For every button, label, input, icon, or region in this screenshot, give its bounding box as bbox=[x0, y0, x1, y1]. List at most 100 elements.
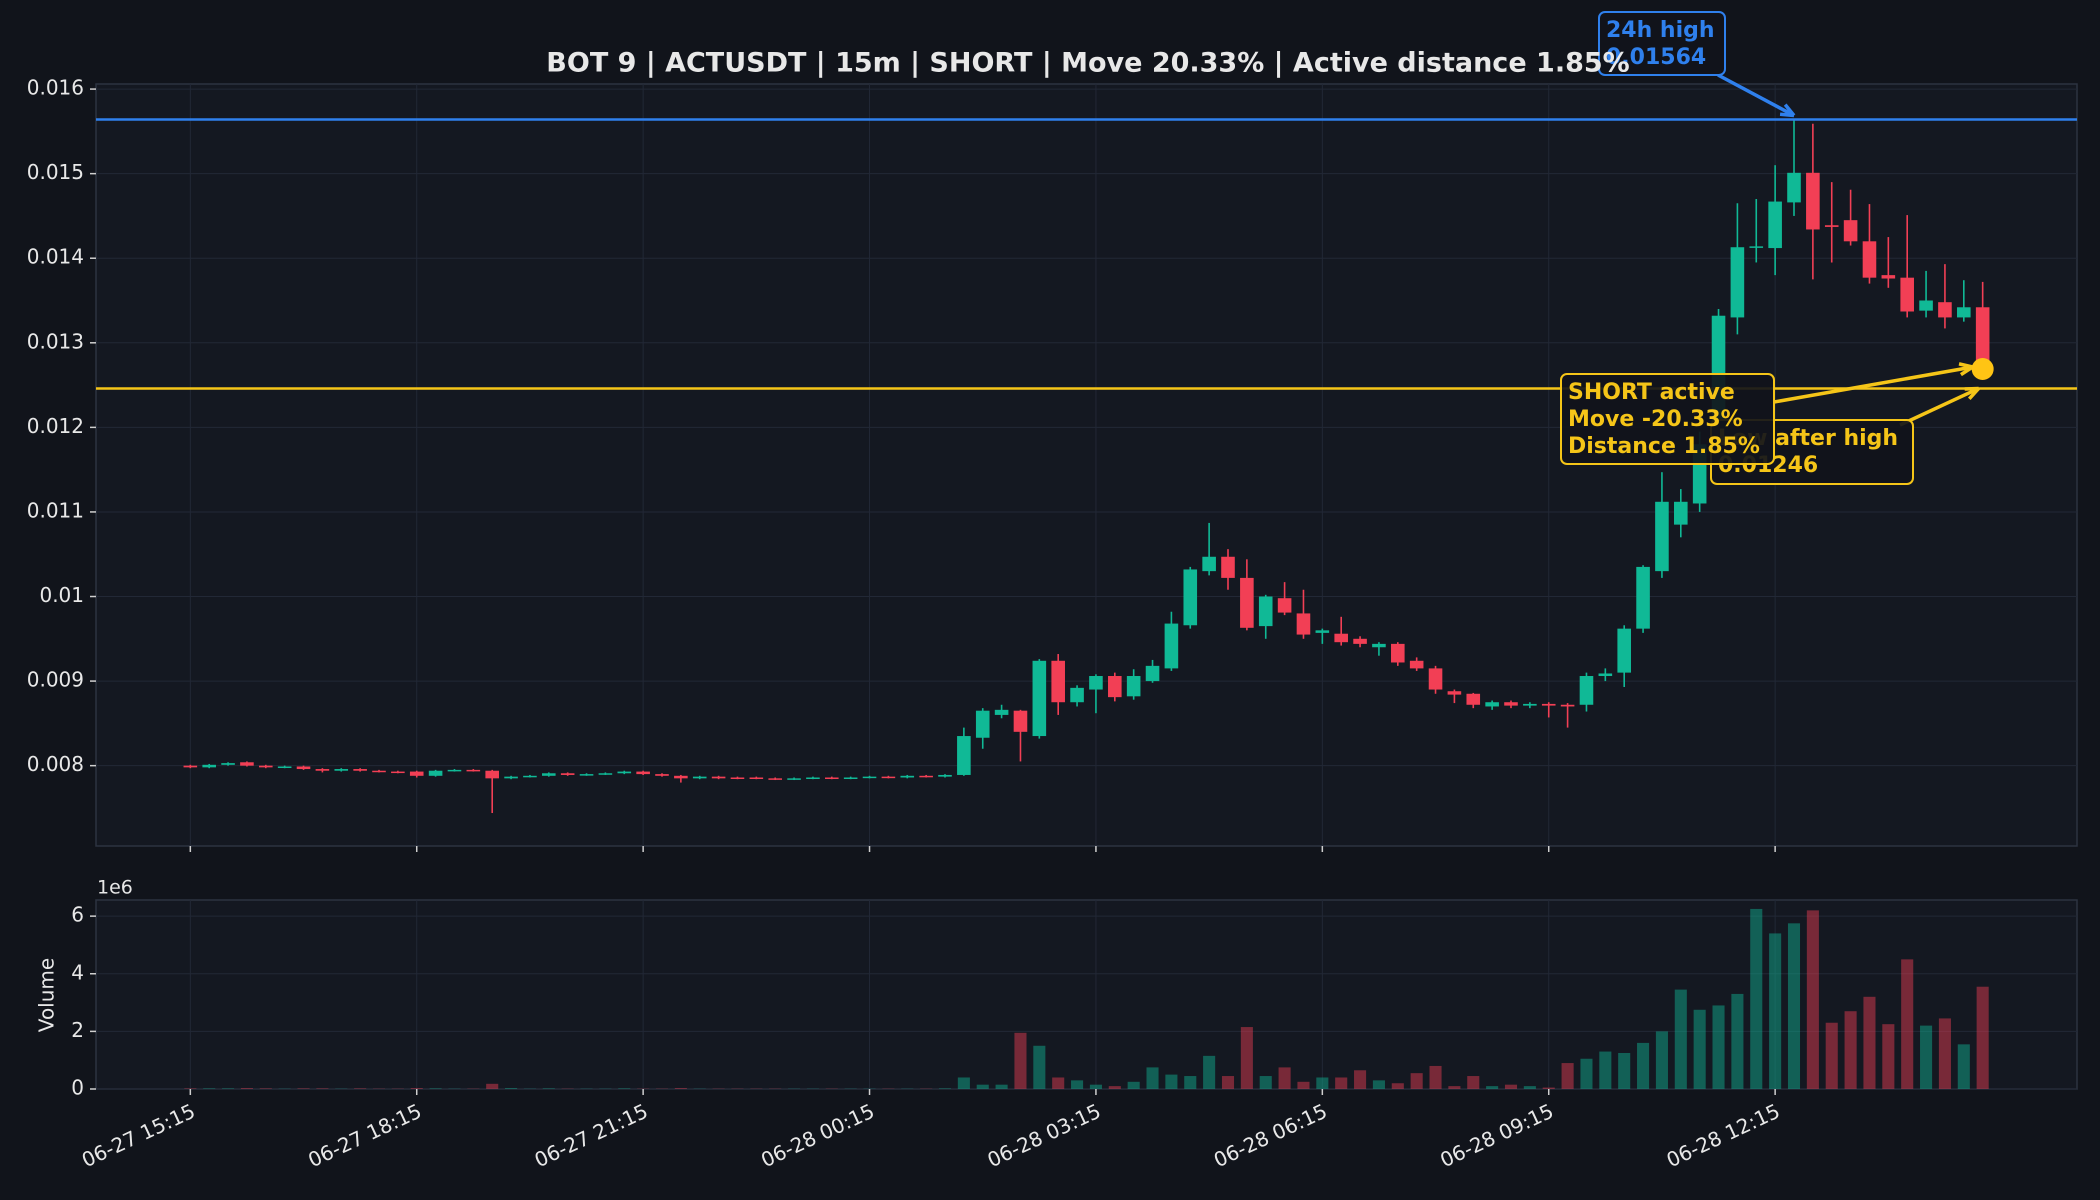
y-tick-label: 0.01 bbox=[39, 583, 84, 607]
candle-body bbox=[881, 776, 896, 779]
candle-body bbox=[1334, 633, 1348, 643]
candle-body bbox=[353, 769, 367, 771]
volume-bar bbox=[1693, 1009, 1706, 1089]
candle-body bbox=[315, 769, 330, 771]
candle-body bbox=[1353, 638, 1367, 644]
volume-bar bbox=[1787, 923, 1801, 1089]
volume-bar bbox=[1033, 1045, 1046, 1089]
candle-body bbox=[1523, 703, 1537, 706]
candle-body bbox=[240, 762, 254, 766]
candle-body bbox=[1202, 556, 1216, 572]
volume-bar bbox=[410, 1088, 423, 1089]
y-tick-label: 0.012 bbox=[27, 414, 84, 438]
candle-body bbox=[560, 773, 575, 775]
arrow-head bbox=[1964, 386, 1980, 401]
volume-bar bbox=[1655, 1031, 1668, 1089]
candle-body bbox=[1032, 660, 1047, 737]
candle-body bbox=[768, 778, 782, 780]
candle-body bbox=[692, 776, 707, 779]
volume-bar bbox=[1448, 1086, 1461, 1089]
volume-bar bbox=[222, 1088, 235, 1089]
volume-bar bbox=[1486, 1086, 1499, 1089]
candle-body bbox=[1843, 220, 1858, 242]
signal-annotation-text: Move -20.33% bbox=[1568, 407, 1743, 432]
candle-body bbox=[579, 774, 594, 776]
volume-bar bbox=[1920, 1025, 1933, 1089]
candle-body bbox=[1466, 693, 1481, 705]
last-price-marker bbox=[1971, 358, 1994, 381]
candle-body bbox=[1315, 630, 1330, 633]
candle-body bbox=[843, 777, 858, 779]
volume-bar bbox=[1165, 1074, 1178, 1089]
volume-bar bbox=[1523, 1086, 1536, 1089]
candle-body bbox=[1749, 246, 1764, 248]
arrow-head bbox=[1779, 103, 1796, 118]
candle-body bbox=[1636, 566, 1650, 629]
candle-body bbox=[900, 775, 915, 778]
candle-body bbox=[1674, 501, 1688, 525]
candle-body bbox=[1975, 307, 1990, 370]
annotation-arrow bbox=[1899, 386, 1980, 427]
volume-bar bbox=[1599, 1051, 1612, 1089]
volume-bar bbox=[1335, 1077, 1348, 1089]
signal-annotation-box bbox=[1560, 373, 1775, 465]
candle-body bbox=[1824, 225, 1839, 227]
candle-body bbox=[919, 775, 933, 778]
candle-body bbox=[674, 775, 688, 779]
candle-body bbox=[221, 763, 235, 765]
volume-plot-area bbox=[95, 899, 2078, 1090]
candle-body bbox=[259, 765, 273, 768]
candle-body bbox=[202, 764, 216, 768]
volume-bar bbox=[1561, 1063, 1574, 1089]
volume-bar bbox=[1354, 1070, 1367, 1089]
candle-body bbox=[655, 774, 669, 776]
volume-bar bbox=[1184, 1076, 1197, 1089]
candle-body bbox=[1730, 247, 1745, 318]
volume-bar bbox=[1938, 1018, 1951, 1089]
volume-bar bbox=[1467, 1076, 1480, 1089]
y-tick-label: 0 bbox=[71, 1076, 84, 1100]
candle-body bbox=[1579, 676, 1594, 705]
arrow-head bbox=[1958, 362, 1974, 377]
candle-body bbox=[1183, 569, 1198, 626]
candle-body bbox=[1277, 598, 1292, 613]
candle-body bbox=[1768, 201, 1782, 249]
candle-body bbox=[1919, 300, 1933, 311]
volume-bar bbox=[1674, 989, 1687, 1089]
volume-bar bbox=[1203, 1055, 1216, 1089]
candle-body bbox=[938, 774, 952, 777]
volume-bar bbox=[1844, 1011, 1857, 1089]
signal-annotation-text: SHORT active bbox=[1568, 380, 1735, 405]
candle-body bbox=[372, 770, 386, 773]
volume-bar bbox=[1278, 1067, 1291, 1089]
high-annotation-box bbox=[1598, 11, 1726, 76]
volume-bar bbox=[1504, 1084, 1518, 1089]
candle-body bbox=[1126, 676, 1141, 697]
volume-bar bbox=[1957, 1044, 1970, 1089]
volume-bar bbox=[1316, 1077, 1329, 1089]
volume-bar bbox=[1014, 1032, 1027, 1089]
volume-bar bbox=[1976, 986, 1989, 1089]
y-tick-label: 6 bbox=[71, 903, 84, 927]
volume-bar bbox=[1750, 908, 1763, 1089]
candle-body bbox=[1806, 172, 1820, 230]
candle-body bbox=[1089, 676, 1103, 690]
candle-body bbox=[1900, 277, 1914, 312]
y-tick-label: 0.015 bbox=[27, 160, 84, 184]
volume-bar bbox=[1806, 910, 1819, 1089]
candle-body bbox=[1560, 704, 1575, 707]
volume-bar bbox=[1297, 1081, 1310, 1089]
annotation-arrow bbox=[1773, 365, 1973, 404]
candle-body bbox=[975, 710, 990, 738]
candle-body bbox=[542, 773, 556, 776]
volume-bar bbox=[938, 1088, 952, 1089]
candle-body bbox=[1504, 702, 1518, 706]
candle-body bbox=[730, 777, 745, 779]
high-annotation-text: 0.01564 bbox=[1606, 45, 1706, 70]
volume-bar bbox=[240, 1088, 253, 1089]
candle-body bbox=[994, 709, 1009, 715]
candle-body bbox=[749, 777, 764, 779]
volume-bar bbox=[1429, 1065, 1442, 1089]
